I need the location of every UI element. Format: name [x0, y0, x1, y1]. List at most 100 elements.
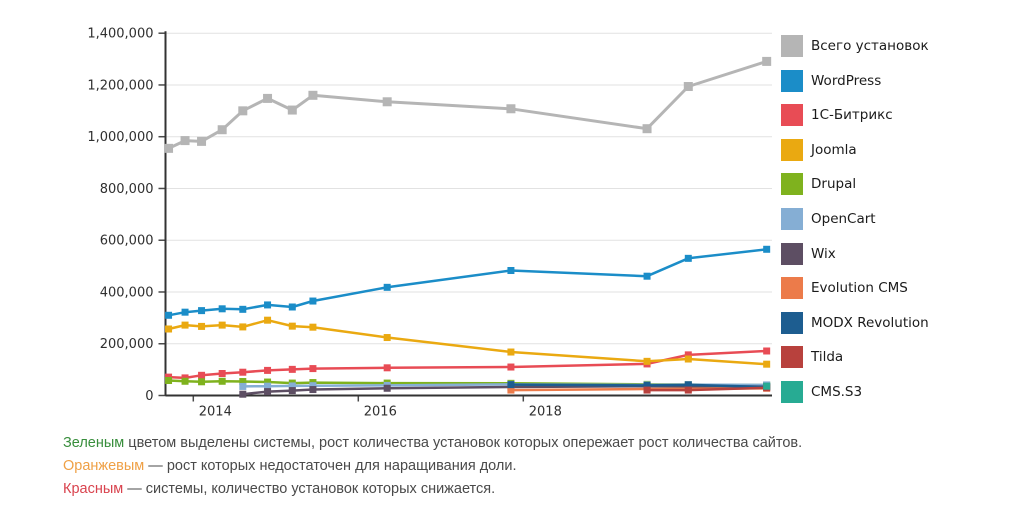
- data-point-Joomla[interactable]: [165, 325, 173, 333]
- data-point-1С-Битрикс[interactable]: [383, 364, 391, 372]
- data-point-Drupal[interactable]: [181, 377, 189, 385]
- data-point-Joomla[interactable]: [239, 323, 247, 331]
- legend-item-Joomla[interactable]: Joomla: [781, 138, 1016, 161]
- data-point-Всего установок[interactable]: [197, 136, 207, 146]
- legend-swatch-icon: [781, 242, 803, 265]
- data-point-1С-Битрикс[interactable]: [507, 363, 515, 371]
- data-point-Drupal[interactable]: [165, 376, 173, 384]
- data-point-CMS.S3[interactable]: [763, 382, 771, 390]
- data-point-Всего установок[interactable]: [642, 124, 652, 134]
- legend-item-Tilda[interactable]: Tilda: [781, 346, 1016, 369]
- data-point-OpenCart[interactable]: [309, 382, 317, 390]
- legend-item-Всего установок[interactable]: Всего установок: [781, 35, 1016, 57]
- legend-item-WordPress[interactable]: WordPress: [781, 69, 1016, 92]
- data-point-Drupal[interactable]: [198, 378, 206, 386]
- data-point-Joomla[interactable]: [288, 322, 296, 330]
- data-point-Joomla[interactable]: [181, 321, 189, 329]
- data-point-Wix[interactable]: [288, 387, 296, 395]
- data-point-1С-Битрикс[interactable]: [264, 366, 272, 374]
- legend-item-Evolution CMS[interactable]: Evolution CMS: [781, 277, 1016, 300]
- data-point-1С-Битрикс[interactable]: [239, 368, 247, 376]
- data-point-Всего установок[interactable]: [217, 125, 227, 135]
- data-point-Drupal[interactable]: [218, 377, 226, 385]
- data-point-Evolution CMS[interactable]: [507, 386, 515, 394]
- data-point-Joomla[interactable]: [684, 355, 692, 363]
- legend-swatch-icon: [781, 35, 803, 57]
- legend-item-Wix[interactable]: Wix: [781, 242, 1016, 265]
- legend-label: MODX Revolution: [811, 314, 929, 331]
- data-point-Wix[interactable]: [264, 388, 272, 396]
- data-point-Wix[interactable]: [383, 384, 391, 392]
- chart-legend: Всего установок WordPress 1С-Битрикс Joomla…: [781, 35, 1016, 416]
- legend-item-MODX Revolution[interactable]: MODX Revolution: [781, 311, 1016, 334]
- data-point-Всего установок[interactable]: [308, 90, 318, 100]
- legend-label: CMS.S3: [811, 383, 863, 400]
- data-point-OpenCart[interactable]: [288, 382, 296, 390]
- data-point-WordPress[interactable]: [165, 311, 173, 319]
- data-point-Tilda[interactable]: [643, 386, 651, 394]
- data-point-1С-Битрикс[interactable]: [288, 365, 296, 373]
- data-point-Всего установок[interactable]: [683, 82, 693, 92]
- legend-swatch-icon: [781, 173, 803, 196]
- data-point-Joomla[interactable]: [383, 334, 391, 342]
- data-point-Joomla[interactable]: [218, 321, 226, 329]
- legend-item-Drupal[interactable]: Drupal: [781, 173, 1016, 196]
- legend-swatch-icon: [781, 277, 803, 300]
- data-point-WordPress[interactable]: [181, 308, 189, 316]
- data-point-Wix[interactable]: [309, 386, 317, 394]
- data-point-Joomla[interactable]: [264, 316, 272, 324]
- data-point-Всего установок[interactable]: [382, 97, 392, 107]
- data-point-1С-Битрикс[interactable]: [218, 370, 226, 378]
- data-point-Всего установок[interactable]: [238, 106, 248, 116]
- legend-item-OpenCart[interactable]: OpenCart: [781, 207, 1016, 230]
- data-point-Joomla[interactable]: [507, 348, 515, 356]
- data-point-WordPress[interactable]: [218, 305, 226, 313]
- y-axis-label: 200,000: [100, 337, 154, 352]
- legend-item-1С-Битрикс[interactable]: 1С-Битрикс: [781, 104, 1016, 127]
- legend-swatch-icon: [781, 207, 803, 230]
- data-point-1С-Битрикс[interactable]: [684, 351, 692, 359]
- legend-item-CMS.S3[interactable]: CMS.S3: [781, 380, 1016, 403]
- data-point-Drupal[interactable]: [264, 378, 272, 386]
- data-point-WordPress[interactable]: [264, 301, 272, 309]
- data-point-Joomla[interactable]: [309, 323, 317, 331]
- data-point-WordPress[interactable]: [239, 305, 247, 313]
- legend-swatch-icon: [781, 104, 803, 127]
- data-point-Всего установок[interactable]: [287, 105, 297, 115]
- data-point-Tilda[interactable]: [684, 386, 692, 394]
- footnote-red: Красным — системы, количество установок …: [63, 478, 963, 501]
- y-axis-label: 400,000: [100, 285, 154, 300]
- data-point-WordPress[interactable]: [198, 307, 206, 315]
- data-point-MODX Revolution[interactable]: [684, 381, 692, 389]
- y-axis-label: 1,200,000: [87, 78, 153, 93]
- data-point-WordPress[interactable]: [684, 254, 692, 262]
- legend-swatch-icon: [781, 380, 803, 403]
- data-point-1С-Битрикс[interactable]: [309, 365, 317, 373]
- data-point-Всего установок[interactable]: [164, 143, 174, 153]
- data-point-WordPress[interactable]: [507, 267, 515, 275]
- data-point-WordPress[interactable]: [309, 297, 317, 305]
- data-point-WordPress[interactable]: [763, 245, 771, 253]
- data-point-MODX Revolution[interactable]: [643, 381, 651, 389]
- data-point-Всего установок[interactable]: [762, 56, 772, 66]
- data-point-Joomla[interactable]: [763, 360, 771, 368]
- data-point-OpenCart[interactable]: [239, 382, 247, 390]
- data-point-Wix[interactable]: [239, 390, 247, 398]
- data-point-Всего установок[interactable]: [506, 104, 516, 114]
- data-point-WordPress[interactable]: [643, 272, 651, 280]
- data-point-Всего установок[interactable]: [263, 93, 273, 103]
- data-point-Всего установок[interactable]: [180, 136, 190, 146]
- data-point-WordPress[interactable]: [288, 303, 296, 311]
- legend-swatch-icon: [781, 346, 803, 369]
- y-axis-label: 800,000: [100, 182, 154, 197]
- data-point-1С-Битрикс[interactable]: [763, 347, 771, 355]
- data-point-1С-Битрикс[interactable]: [198, 371, 206, 379]
- data-point-OpenCart[interactable]: [264, 382, 272, 390]
- data-point-WordPress[interactable]: [383, 283, 391, 291]
- series-line-MODX Revolution: [510, 383, 767, 389]
- data-point-Joomla[interactable]: [198, 322, 206, 330]
- data-point-Joomla[interactable]: [643, 357, 651, 365]
- data-point-MODX Revolution[interactable]: [507, 381, 515, 389]
- data-point-Drupal[interactable]: [239, 378, 247, 386]
